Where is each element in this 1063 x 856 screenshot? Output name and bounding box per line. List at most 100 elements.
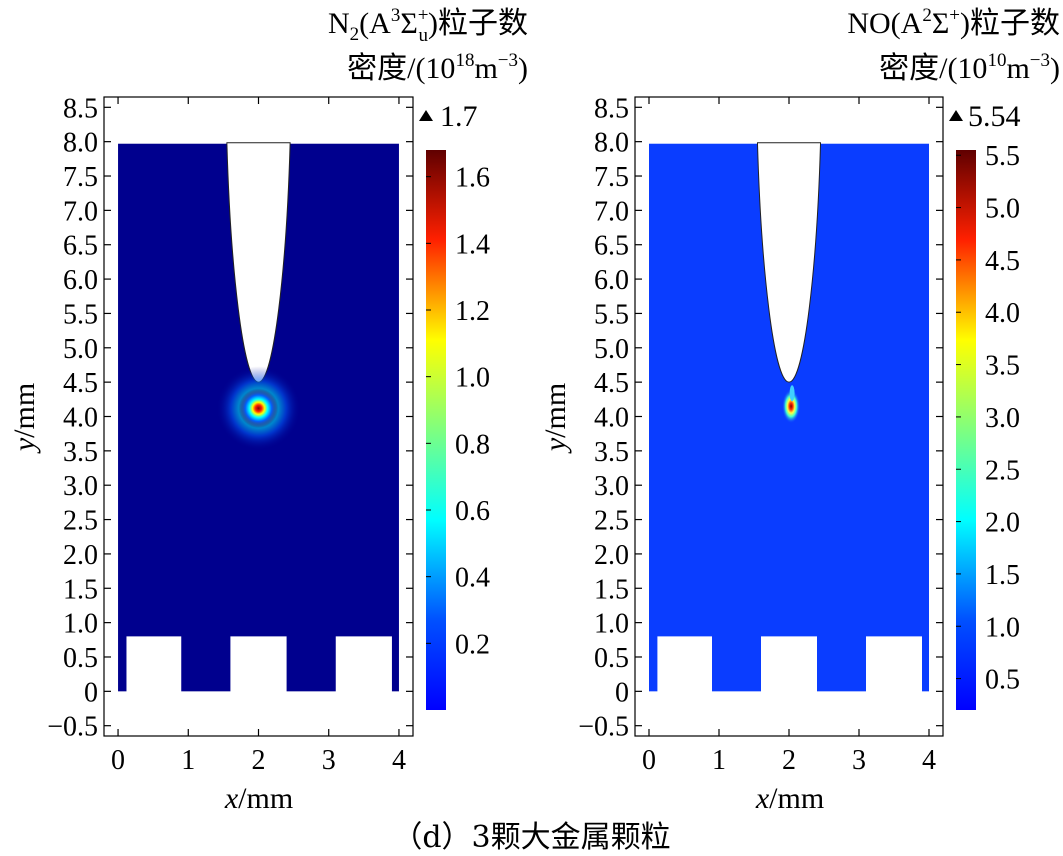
y-tick-label: −0.5 <box>578 712 629 743</box>
y-tick-label: 8.5 <box>63 93 98 124</box>
y-tick-label: 5.5 <box>594 299 629 330</box>
panel-no-colorbar: 5.54 5.5 5.0 4.5 4.0 3.5 3.0 2.5 2.0 1.5 1.0 0.5 <box>949 100 1021 710</box>
panel-n2-x-axis-label: x/mm <box>224 782 293 815</box>
x-tick-label: 4 <box>392 745 406 776</box>
colorbar-tick-label: 2.0 <box>985 508 1020 539</box>
x-tick-label: 0 <box>642 745 656 776</box>
y-tick-label: 4.5 <box>594 368 629 399</box>
metal-particle <box>126 636 182 695</box>
colorbar-tick-label: 4.5 <box>985 246 1020 277</box>
y-tick-label: 8.5 <box>594 93 629 124</box>
metal-particle <box>335 636 392 695</box>
panel-no: NO(A2Σ+)粒子数 密度/(1010m−3) 8.5 8.07.57.0 6.5… <box>539 5 1060 815</box>
y-tick-label: 6.5 <box>594 231 629 262</box>
metal-particle <box>230 636 287 695</box>
colorbar-tick-label: 1.6 <box>455 163 490 194</box>
y-tick-label: 2.0 <box>63 540 98 571</box>
y-tick-label: 3.5 <box>63 437 98 468</box>
figure-canvas: N2(A3Σ+ u)粒子数 密度/(1018m−3) 8.58.07.57.06.… <box>8 5 1060 815</box>
colorbar-ticks: 1.6 1.4 1.2 1.0 0.8 0.6 0.4 0.2 <box>426 163 490 660</box>
panel-no-title-line2: 密度/(1010m−3) <box>879 50 1060 85</box>
y-tick-label: 6.0 <box>63 265 98 296</box>
y-tick-label: 8.0 <box>594 128 629 159</box>
y-tick-label: 5.0 <box>594 334 629 365</box>
y-tick-label: 7.0 <box>63 196 98 227</box>
colorbar-max-marker-label: 5.54 <box>968 100 1021 133</box>
y-tick-label: 6.5 <box>63 231 98 262</box>
panel-no-title-line1: NO(A2Σ+)粒子数 <box>847 5 1060 40</box>
panel-no-plot-area: 8.58.07.57.06.56.05.55.04.54.03.53.02.52… <box>578 93 944 776</box>
panel-n2-y-axis-label: y/mm <box>8 383 41 454</box>
colorbar-tick-label: 1.5 <box>985 560 1020 591</box>
y-tick-label: 4.0 <box>63 403 98 434</box>
colorbar-tick-label: 0.5 <box>985 665 1020 696</box>
y-tick-label: 2.5 <box>594 506 629 537</box>
metal-particle <box>761 636 817 695</box>
colorbar-tick-label: 3.0 <box>985 403 1020 434</box>
colorbar-tick-label: 1.0 <box>455 363 490 394</box>
colorbar-tick-label: 4.0 <box>985 298 1020 329</box>
colorbar-max-marker-label: 1.7 <box>440 100 478 133</box>
colorbar-tick-label: 5.0 <box>985 194 1020 225</box>
x-tick-label: 0 <box>111 745 125 776</box>
colorbar-tick-label: 5.5 <box>985 141 1020 172</box>
panel-n2-colorbar: 1.7 1.6 1.4 1.2 1.0 0.8 0.6 0.4 0.2 <box>419 100 490 710</box>
y-tick-label: 8.0 <box>63 128 98 159</box>
y-tick-label: 3.5 <box>594 437 629 468</box>
colorbar-gradient <box>426 150 446 710</box>
colorbar-tick-label: 1.2 <box>455 296 490 327</box>
y-tick-label: 7.0 <box>594 196 629 227</box>
colorbar-tick-label: 0.6 <box>455 496 490 527</box>
colorbar-max-marker-icon <box>419 110 433 121</box>
y-tick-label: 5.5 <box>63 299 98 330</box>
panel-no-y-axis-label: y/mm <box>539 383 572 454</box>
electrode-needle <box>757 142 821 383</box>
panel-n2-plot-area: 8.58.07.57.06.56.05.55.04.54.03.53.02.52… <box>47 93 414 776</box>
x-tick-label: 3 <box>322 745 336 776</box>
colorbar-ticks: 5.5 5.0 4.5 4.0 3.5 3.0 2.5 2.0 1.5 1.0 0.5 <box>956 141 1020 696</box>
y-tick-label: 2.5 <box>63 506 98 537</box>
y-tick-label: 0.5 <box>594 643 629 674</box>
colorbar-tick-label: 1.0 <box>985 612 1020 643</box>
panel-n2-title-line1: N2(A3Σ+ u)粒子数 <box>328 5 528 46</box>
colorbar-tick-label: 1.4 <box>455 229 490 260</box>
y-tick-label: 0 <box>615 677 629 708</box>
x-tick-label: 1 <box>712 745 726 776</box>
y-tick-label: 7.5 <box>594 162 629 193</box>
y-tick-label: −0.5 <box>47 712 98 743</box>
hotspot-core <box>238 388 279 429</box>
panel-no-x-axis-label: x/mm <box>755 782 824 815</box>
colorbar-tick-label: 0.2 <box>455 629 490 660</box>
y-tick-label: 3.0 <box>63 471 98 502</box>
y-tick-label: 1.5 <box>594 574 629 605</box>
y-tick-label: 0 <box>84 677 98 708</box>
y-tick-label: 2.0 <box>594 540 629 571</box>
x-tick-label: 4 <box>922 745 936 776</box>
colorbar-gradient <box>956 150 976 710</box>
y-tick-label: 4.5 <box>63 368 98 399</box>
x-tick-label: 2 <box>252 745 266 776</box>
colorbar-tick-label: 0.8 <box>455 429 490 460</box>
metal-particle <box>657 636 712 695</box>
y-tick-label: 6.0 <box>594 265 629 296</box>
x-tick-label: 1 <box>181 745 195 776</box>
x-tick-label: 3 <box>852 745 866 776</box>
colorbar-tick-label: 2.5 <box>985 455 1020 486</box>
figure-caption: （d）3颗大金属颗粒 <box>392 820 671 855</box>
y-tick-label: 7.5 <box>63 162 98 193</box>
y-tick-label: 0.5 <box>63 643 98 674</box>
colorbar-tick-label: 3.5 <box>985 351 1020 382</box>
hotspot-streamer <box>789 385 795 402</box>
panel-n2: N2(A3Σ+ u)粒子数 密度/(1018m−3) 8.5 8.07.57.0 6.… <box>8 5 528 815</box>
y-tick-label: 5.0 <box>63 334 98 365</box>
colorbar-max-marker-icon <box>949 110 963 121</box>
colorbar-tick-label: 0.4 <box>455 563 490 594</box>
y-tick-label: 1.5 <box>63 574 98 605</box>
panel-n2-title-line2: 密度/(1018m−3) <box>347 50 528 85</box>
x-tick-label: 2 <box>782 745 796 776</box>
y-tick-label: 3.0 <box>594 471 629 502</box>
y-tick-label: 4.0 <box>594 403 629 434</box>
metal-particle <box>866 636 922 695</box>
y-tick-label: 1.0 <box>63 609 98 640</box>
y-tick-label: 1.0 <box>594 609 629 640</box>
